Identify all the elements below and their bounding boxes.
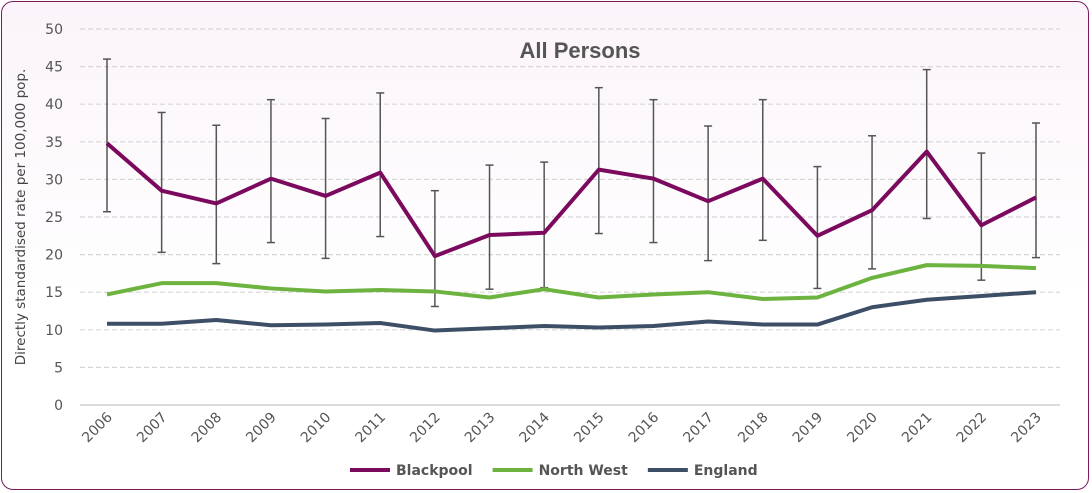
error-bar	[813, 165, 822, 290]
error-bar	[977, 152, 986, 281]
legend-label: North West	[539, 463, 629, 479]
y-tick-label: 20	[45, 248, 63, 264]
legend-label: Blackpool	[396, 463, 473, 479]
error-bar	[212, 124, 221, 265]
error-bar	[540, 161, 549, 289]
legend-label: England	[694, 463, 758, 479]
y-tick-label: 10	[45, 323, 63, 339]
x-tick-label: 2022	[954, 410, 991, 447]
error-bar	[103, 58, 111, 213]
x-tick-label: 2014	[516, 409, 553, 446]
y-axis-label: Directly standardised rate per 100,000 p…	[13, 69, 29, 366]
legend-item: North West	[492, 463, 629, 479]
x-tick-label: 2010	[298, 410, 335, 447]
x-tick-label: 2009	[243, 410, 280, 447]
y-tick-label: 30	[45, 172, 63, 188]
y-tick-label: 15	[45, 285, 63, 301]
x-tick-label: 2013	[462, 410, 499, 447]
x-tick-label: 2016	[626, 409, 663, 446]
error-bar	[1032, 122, 1040, 259]
x-tick-label: 2017	[680, 410, 717, 447]
y-tick-label: 35	[45, 135, 63, 151]
y-tick-label: 50	[45, 22, 63, 38]
y-tick-label: 40	[45, 97, 63, 113]
y-tick-label: 45	[45, 60, 63, 76]
x-tick-label: 2023	[1008, 410, 1045, 447]
error-bar	[266, 98, 275, 244]
error-bar	[922, 68, 931, 220]
error-bar	[485, 164, 494, 290]
legend-item: Blackpool	[350, 463, 473, 479]
x-tick-label: 2015	[571, 410, 608, 447]
x-tick-label: 2018	[735, 410, 772, 447]
x-tick-label: 2007	[134, 410, 171, 447]
x-tick-label: 2011	[353, 410, 390, 447]
error-bar	[758, 98, 767, 242]
y-tick-label: 5	[54, 360, 63, 376]
x-tick-label: 2020	[844, 410, 881, 447]
x-tick-label: 2021	[899, 410, 936, 447]
series-line-north-west	[106, 263, 1037, 301]
y-tick-label: 0	[54, 398, 63, 414]
error-bar	[321, 117, 330, 260]
error-bar	[649, 98, 658, 244]
chart-title: All Persons	[519, 38, 640, 63]
x-tick-label: 2006	[79, 409, 116, 446]
series-line-england	[107, 290, 1037, 333]
x-tick-label: 2008	[189, 410, 226, 447]
x-tick-label: 2019	[790, 410, 827, 447]
error-bar	[430, 189, 439, 308]
error-bar	[868, 135, 877, 270]
error-bar	[594, 86, 603, 235]
x-tick-label: 2012	[407, 410, 444, 447]
error-bar	[376, 92, 385, 238]
legend-item: England	[647, 463, 758, 479]
y-tick-label: 25	[45, 210, 63, 226]
error-bar	[157, 111, 166, 254]
series-line-blackpool	[105, 141, 1037, 259]
error-bar	[704, 125, 713, 262]
